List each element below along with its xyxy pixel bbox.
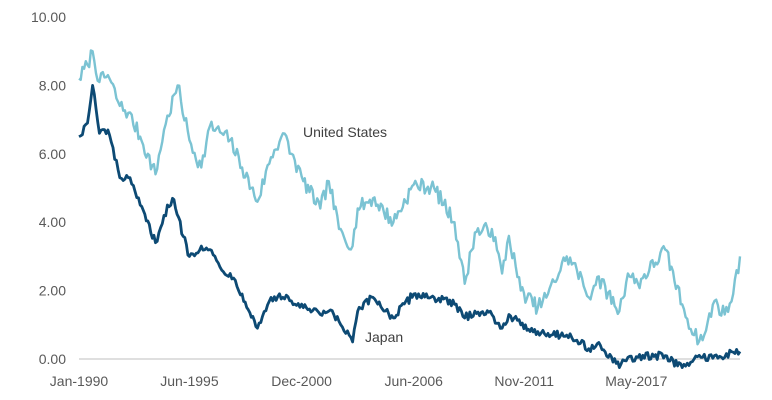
x-tick-label: Nov-2011 [494, 373, 554, 389]
japan-series-line [78, 84, 742, 370]
y-tick-label: 4.00 [39, 214, 66, 230]
series-lines [78, 49, 742, 370]
x-tick-label: Jun-1995 [160, 373, 219, 389]
y-axis-ticks: 10.00 8.00 6.00 4.00 2.00 0.00 [31, 9, 66, 367]
united-states-series-label: United States [303, 124, 387, 140]
united-states-series-line [78, 49, 742, 346]
y-tick-label: 8.00 [39, 77, 66, 93]
series-labels: United States Japan [303, 124, 403, 345]
japan-series-label: Japan [365, 329, 403, 345]
y-tick-label: 0.00 [39, 351, 66, 367]
x-axis-ticks: Jan-1990 Jun-1995 Dec-2000 Jun-2006 Nov-2011… [50, 373, 668, 389]
x-tick-label: Jun-2006 [385, 373, 444, 389]
x-tick-label: Dec-2000 [271, 373, 332, 389]
y-tick-label: 6.00 [39, 146, 66, 162]
y-tick-label: 2.00 [39, 283, 66, 299]
x-tick-label: May-2017 [605, 373, 667, 389]
y-tick-label: 10.00 [31, 9, 66, 25]
x-tick-label: Jan-1990 [50, 373, 109, 389]
